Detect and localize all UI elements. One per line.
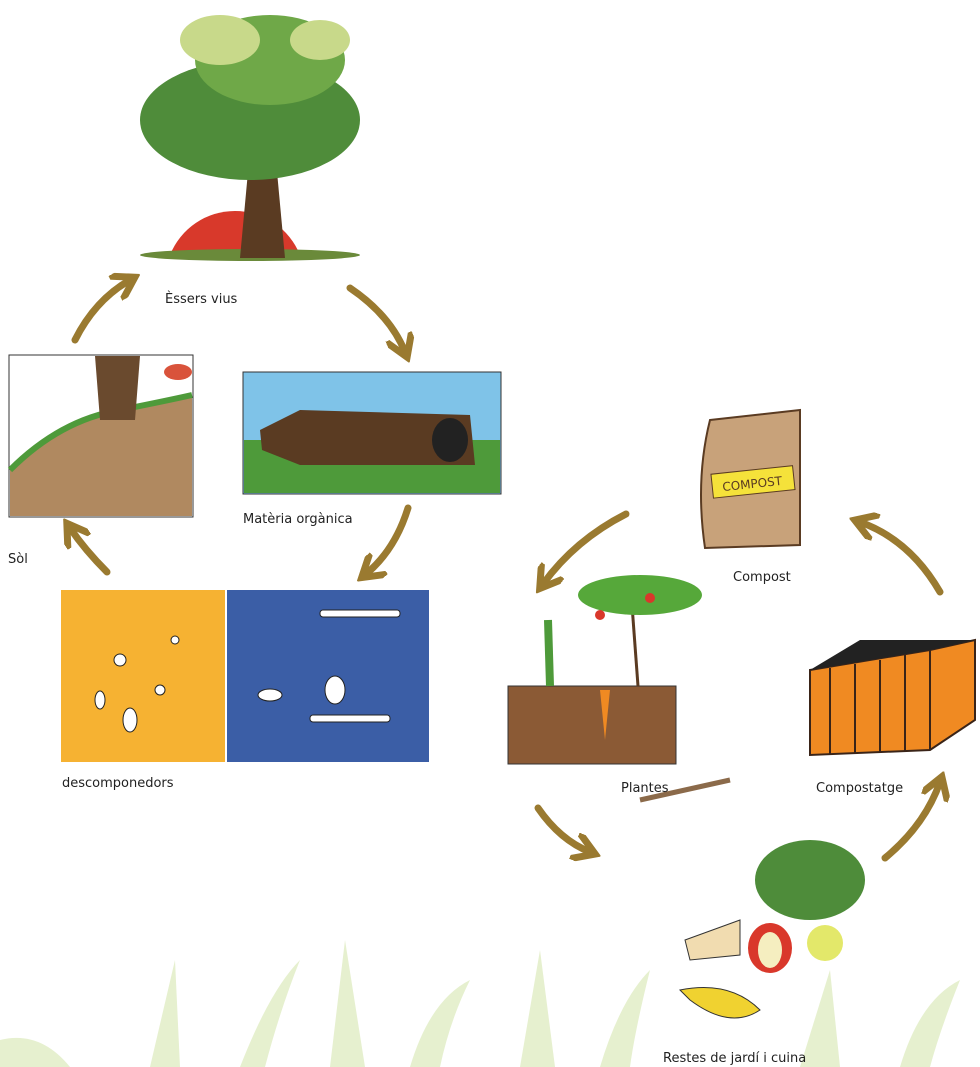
tree-illustration [140,15,360,261]
soil-illustration [9,355,193,517]
compost-bag-illustration: COMPOST [701,410,800,548]
node-label: Compost [733,570,791,585]
node-label: Matèria orgànica [243,512,353,527]
plants-illustration [508,575,702,764]
node-label: Èssers vius [165,291,238,307]
page: COMPOST Ès [0,0,980,1067]
decomposers-illustration [61,590,429,762]
cycle-arrows [70,280,940,858]
grass-background [0,940,960,1067]
organic-matter-illustration [243,372,501,494]
node-label: Sòl [8,552,28,567]
node-label: Compostatge [816,781,903,796]
compost-crate-illustration [810,640,975,755]
diagram: COMPOST Ès [0,0,980,1067]
node-label: descomponedors [62,776,174,791]
node-label: Restes de jardí i cuina [663,1051,806,1066]
node-label: Plantes [621,781,669,796]
